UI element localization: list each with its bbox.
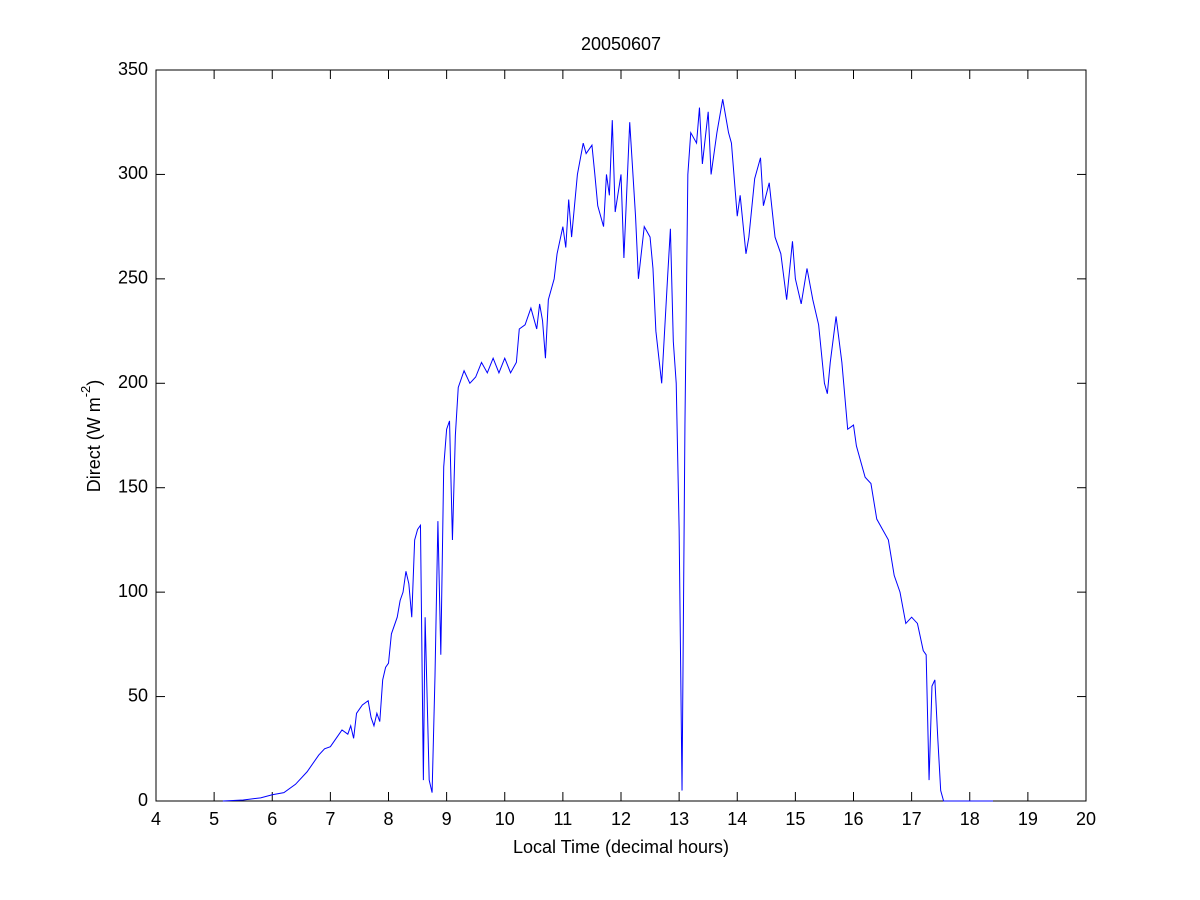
y-label-suffix: ) [84, 380, 104, 386]
x-tick-label: 10 [495, 809, 515, 829]
chart-title: 20050607 [581, 34, 661, 54]
x-tick-label: 19 [1018, 809, 1038, 829]
x-tick-label: 9 [442, 809, 452, 829]
y-tick-label: 50 [128, 685, 148, 705]
y-axis-label: Direct (W m-2) [78, 380, 103, 493]
y-tick-label: 350 [118, 59, 148, 79]
x-tick-label: 7 [325, 809, 335, 829]
y-tick-label: 250 [118, 268, 148, 288]
x-tick-label: 16 [843, 809, 863, 829]
x-tick-label: 17 [902, 809, 922, 829]
y-tick-label: 300 [118, 163, 148, 183]
y-tick-label: 0 [138, 790, 148, 810]
x-tick-label: 11 [554, 809, 573, 829]
data-line [222, 99, 993, 802]
x-tick-label: 20 [1076, 809, 1096, 829]
x-tick-label: 14 [727, 809, 747, 829]
x-tick-label: 18 [960, 809, 980, 829]
x-axis-label: Local Time (decimal hours) [513, 837, 729, 857]
plot-frame [155, 69, 1087, 802]
x-tick-label: 4 [151, 809, 161, 829]
y-label-text: Direct (W m [84, 397, 104, 492]
x-tick-label: 6 [267, 809, 277, 829]
x-tick-label: 12 [611, 809, 631, 829]
x-tick-label: 5 [209, 809, 219, 829]
x-tick-label: 15 [785, 809, 805, 829]
y-label-superscript: -2 [78, 386, 93, 398]
x-tick-label: 13 [669, 809, 689, 829]
x-tick-label: 8 [383, 809, 393, 829]
y-tick-label: 200 [118, 372, 148, 392]
y-tick-label: 100 [118, 581, 148, 601]
y-tick-label: 150 [118, 476, 148, 496]
